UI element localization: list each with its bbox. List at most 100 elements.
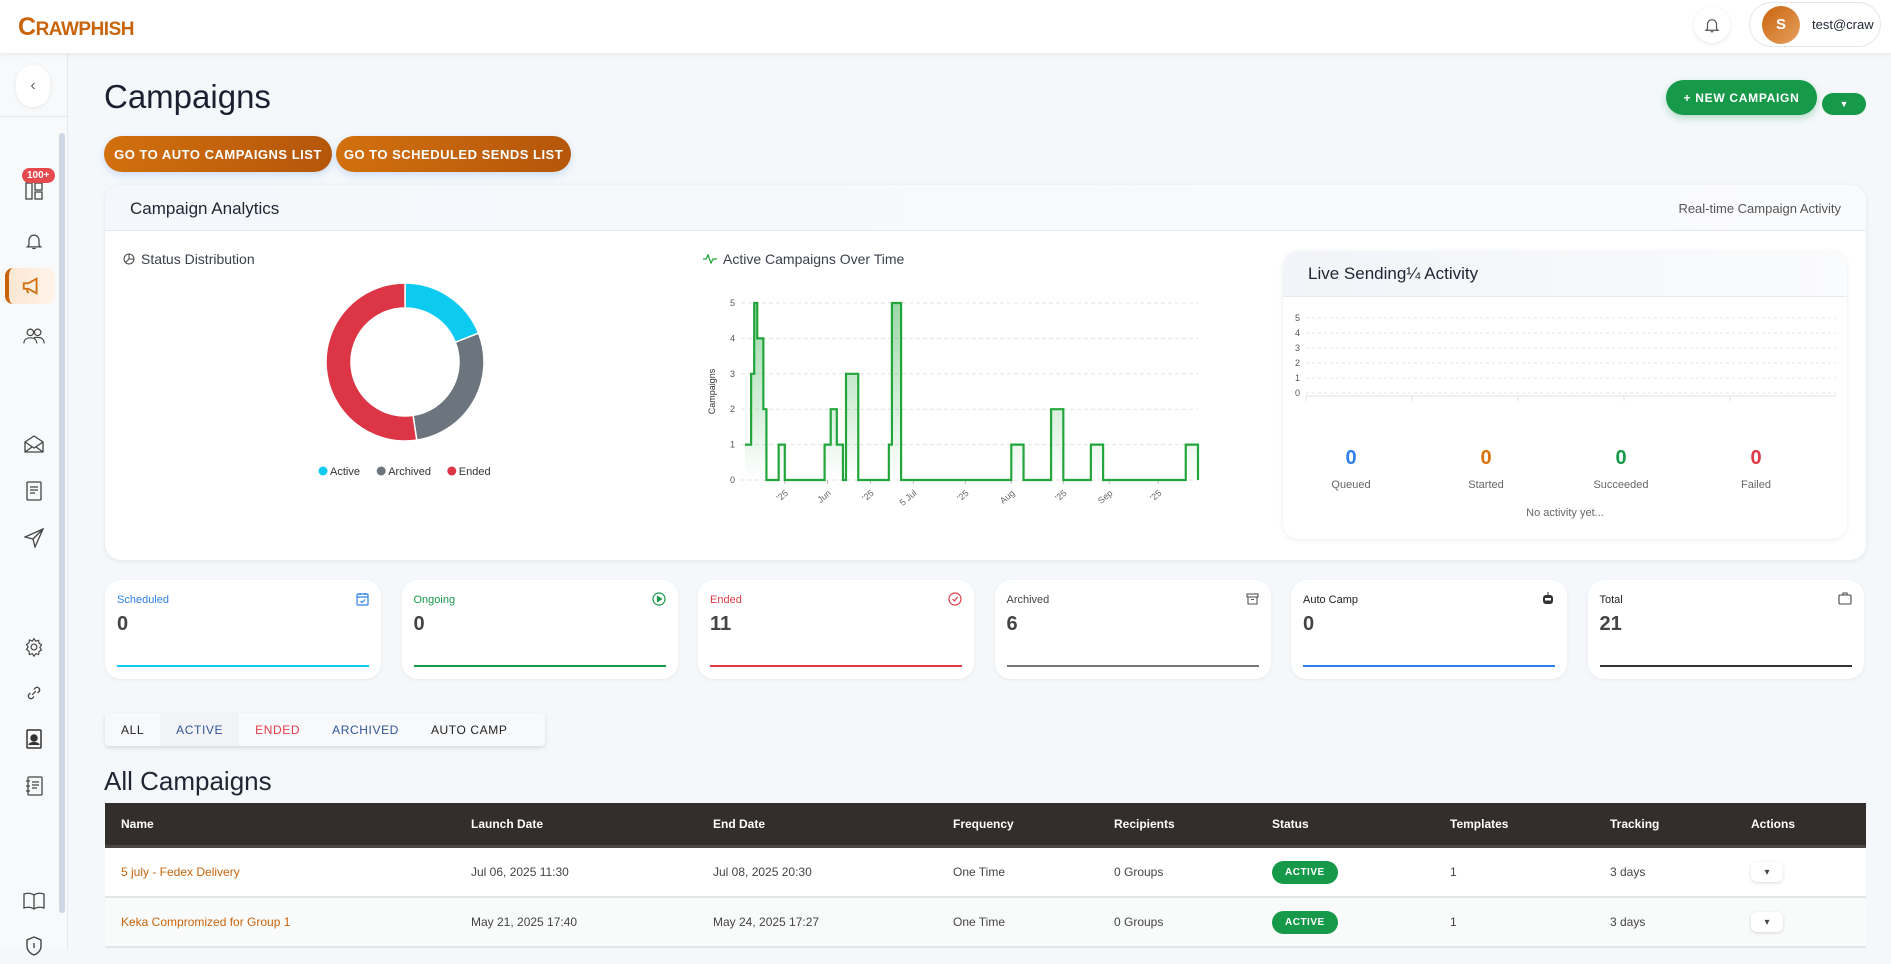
column-header-status[interactable]: Status — [1272, 817, 1309, 831]
sidebar-item-integrations[interactable] — [14, 675, 54, 711]
cell-frequency: One Time — [953, 915, 1006, 929]
users-icon — [23, 328, 45, 344]
stat-card-scheduled[interactable]: Scheduled 0 — [105, 580, 381, 679]
legend-item-active[interactable]: Active — [318, 466, 360, 478]
column-header-recipients[interactable]: Recipients — [1114, 817, 1175, 831]
stat-card-archived[interactable]: Archived 6 — [994, 580, 1271, 679]
column-header-name[interactable]: Name — [121, 817, 154, 831]
table-row[interactable]: 5 july - Fedex Delivery Jul 06, 2025 11:3… — [105, 848, 1866, 898]
sidebar-item-docs[interactable] — [14, 883, 54, 919]
sidebar-scrollbar[interactable] — [59, 133, 65, 913]
column-header-templates[interactable]: Templates — [1450, 817, 1509, 831]
sidebar-item-settings[interactable] — [14, 629, 54, 665]
stat-label: Total — [1599, 594, 1623, 606]
column-header-frequency[interactable]: Frequency — [953, 817, 1014, 831]
sidebar: ‹ — [0, 53, 68, 956]
actions-dropdown-button[interactable]: ▾ — [1751, 862, 1783, 882]
stat-card-auto-camp[interactable]: Auto Camp 0 — [1291, 580, 1567, 679]
divider — [0, 116, 68, 117]
scheduled-sends-list-button[interactable]: GO TO SCHEDULED SENDS LIST — [336, 136, 571, 172]
stat-label: Archived — [1006, 594, 1050, 606]
series-line[interactable] — [745, 301, 1200, 482]
live-stat-started-label: Started — [1468, 479, 1504, 491]
live-stat-started-value: 0 — [1480, 447, 1492, 469]
caret-down-icon: ▼ — [1839, 99, 1849, 109]
stat-value: 0 — [413, 613, 425, 635]
tab-auto-camp[interactable]: AUTO CAMP — [430, 722, 508, 737]
sidebar-item-security[interactable] — [14, 928, 54, 964]
user-menu[interactable]: S test@craw — [1749, 2, 1881, 47]
stat-bar — [710, 665, 962, 667]
legend-item-ended[interactable]: Ended — [447, 466, 491, 478]
sidebar-item-inbox[interactable] — [14, 426, 54, 462]
actions-dropdown-button[interactable]: ▾ — [1751, 912, 1783, 932]
new-campaign-dropdown-button[interactable]: ▼ — [1822, 93, 1866, 115]
check-circle-icon — [948, 592, 962, 611]
tab-all[interactable]: ALL — [121, 722, 145, 737]
campaign-analytics-card: Campaign Analytics Real-time Campaign Ac… — [105, 185, 1866, 560]
cell-recipients: 0 Groups — [1114, 865, 1164, 879]
notifications-button[interactable] — [1694, 7, 1730, 43]
collapse-sidebar-button[interactable]: ‹ — [16, 65, 50, 107]
live-card-header: Live Sending¼ Activity — [1283, 251, 1847, 297]
sidebar-item-notifications[interactable] — [14, 223, 54, 259]
sidebar-item-contacts[interactable] — [14, 721, 54, 757]
campaign-name-link[interactable]: 5 july - Fedex Delivery — [121, 865, 240, 879]
archive-icon — [1245, 592, 1259, 610]
stat-card-total[interactable]: Total 21 — [1587, 580, 1864, 679]
stat-value: 6 — [1006, 613, 1018, 635]
user-email: test@craw — [1812, 17, 1874, 32]
stat-card-ended[interactable]: Ended 11 — [698, 580, 974, 679]
active-campaigns-title: Active Campaigns Over Time — [703, 251, 904, 267]
section-title: All Campaigns — [104, 766, 272, 796]
card-header: Campaign Analytics Real-time Campaign Ac… — [105, 185, 1866, 231]
auto-campaigns-list-button[interactable]: GO TO AUTO CAMPAIGNS LIST — [104, 136, 332, 172]
column-header-launch-date[interactable]: Launch Date — [471, 817, 544, 831]
tab-archived[interactable]: ARCHIVED — [332, 722, 399, 737]
live-sending-card: Live Sending¼ Activity 0 1 2 3 4 5 0 Queued 0 St… — [1283, 251, 1847, 539]
tab-active[interactable]: ACTIVE — [160, 713, 240, 746]
live-stat-succeeded-value: 0 — [1615, 447, 1627, 469]
cell-end: May 24, 2025 17:27 — [713, 915, 820, 929]
sidebar-item-templates[interactable] — [14, 473, 54, 509]
stat-card-ongoing[interactable]: Ongoing 0 — [401, 580, 678, 679]
tab-ended[interactable]: ENDED — [255, 722, 301, 737]
stat-value: 0 — [117, 613, 129, 635]
status-badge: ACTIVE — [1272, 860, 1338, 884]
shield-icon — [26, 936, 42, 956]
stat-value: 21 — [1599, 613, 1622, 635]
x-tick-label: Aug — [998, 488, 1017, 506]
briefcase-icon — [1837, 592, 1852, 610]
area-fill — [745, 303, 1198, 480]
sidebar-item-users[interactable] — [14, 318, 54, 354]
donut-slice-ended[interactable] — [325, 282, 418, 442]
column-header-actions[interactable]: Actions — [1751, 817, 1796, 831]
x-tick-label: '25 — [955, 488, 970, 503]
y-tick-label: 3 — [1295, 343, 1300, 353]
stat-label: Ended — [710, 594, 742, 606]
y-tick-label: 0 — [1295, 388, 1300, 398]
sidebar-item-dashboard[interactable] — [14, 173, 54, 209]
new-campaign-button[interactable]: + NEW CAMPAIGN — [1666, 80, 1817, 115]
column-header-tracking[interactable]: Tracking — [1610, 817, 1660, 831]
y-tick-label: 5 — [1295, 313, 1300, 323]
y-tick-label: 3 — [730, 369, 735, 379]
logo[interactable]: CRAWPHISH — [18, 13, 134, 41]
cell-launch: May 21, 2025 17:40 — [471, 915, 578, 929]
card-title: Campaign Analytics — [130, 199, 280, 218]
svg-text:Active: Active — [330, 466, 360, 478]
table-row[interactable]: Keka Compromized for Group 1 May 21, 2025… — [105, 898, 1866, 948]
legend-item-archived[interactable]: Archived — [376, 466, 431, 478]
page-title: Campaigns — [104, 78, 271, 115]
avatar: S — [1762, 5, 1800, 44]
top-bar: CRAWPHISH S test@craw — [0, 0, 1891, 53]
sidebar-item-sending[interactable] — [14, 520, 54, 556]
sidebar-item-campaigns[interactable] — [5, 268, 55, 304]
sidebar-item-reports[interactable] — [14, 768, 54, 804]
donut-slice-active[interactable] — [404, 282, 480, 344]
cell-templates: 1 — [1450, 865, 1457, 879]
stat-value: 0 — [1303, 613, 1315, 635]
donut-slice-archived[interactable] — [412, 332, 485, 441]
column-header-end-date[interactable]: End Date — [713, 817, 766, 831]
campaign-name-link[interactable]: Keka Compromized for Group 1 — [121, 915, 291, 929]
